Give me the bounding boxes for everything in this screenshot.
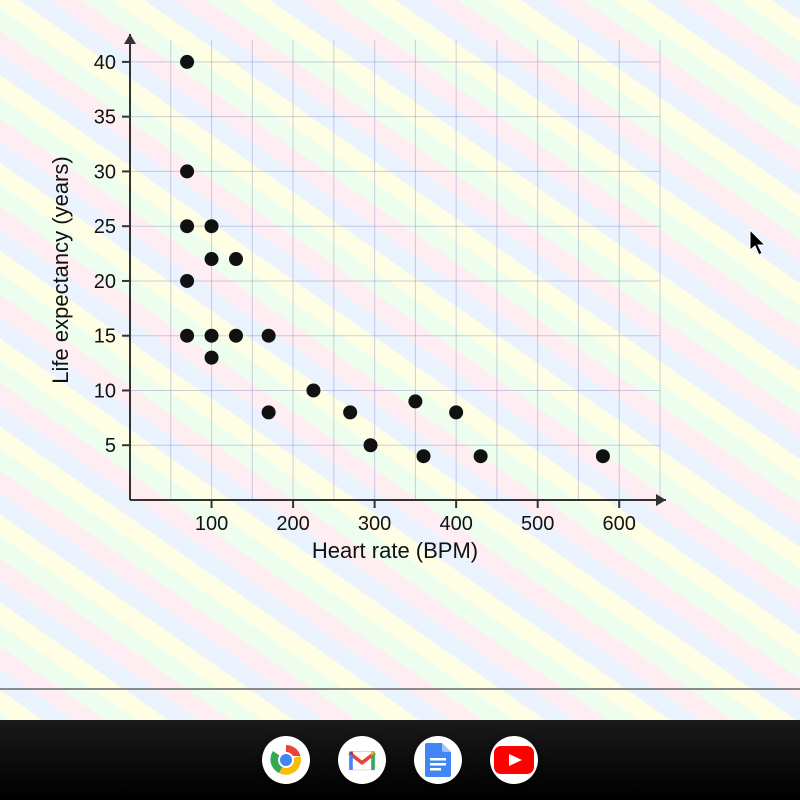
data-point: [180, 219, 194, 233]
data-point: [343, 405, 357, 419]
data-point: [180, 164, 194, 178]
svg-text:30: 30: [94, 161, 116, 183]
data-point: [180, 274, 194, 288]
data-point: [306, 383, 320, 397]
data-point: [205, 329, 219, 343]
svg-text:25: 25: [94, 216, 116, 238]
data-point: [596, 449, 610, 463]
data-point: [205, 219, 219, 233]
svg-text:5: 5: [105, 435, 116, 457]
x-axis-label: Heart rate (BPM): [312, 538, 478, 563]
horizontal-divider: [0, 688, 800, 690]
svg-text:200: 200: [276, 513, 309, 535]
svg-text:35: 35: [94, 107, 116, 129]
chart-svg: 5 10 15 20 25 30 35 40 100 200 300 400 500 600 Heart r…: [40, 20, 680, 580]
youtube-icon[interactable]: [490, 736, 538, 784]
gmail-icon[interactable]: [338, 736, 386, 784]
data-point: [262, 329, 276, 343]
svg-text:40: 40: [94, 52, 116, 74]
svg-text:400: 400: [439, 513, 472, 535]
data-point: [262, 405, 276, 419]
taskbar[interactable]: [0, 720, 800, 800]
svg-text:15: 15: [94, 326, 116, 348]
data-point: [180, 329, 194, 343]
data-point: [364, 438, 378, 452]
scatter-chart: 5 10 15 20 25 30 35 40 100 200 300 400 500 600 Heart r…: [40, 20, 680, 580]
y-axis-label: Life expectancy (years): [48, 156, 73, 383]
svg-text:100: 100: [195, 513, 228, 535]
data-point: [180, 55, 194, 69]
svg-text:500: 500: [521, 513, 554, 535]
svg-text:300: 300: [358, 513, 391, 535]
svg-text:20: 20: [94, 271, 116, 293]
docs-icon[interactable]: [414, 736, 462, 784]
svg-text:10: 10: [94, 380, 116, 402]
content-area: 5 10 15 20 25 30 35 40 100 200 300 400 500 600 Heart r…: [0, 0, 800, 690]
chrome-icon[interactable]: [262, 736, 310, 784]
data-point: [205, 351, 219, 365]
data-point: [417, 449, 431, 463]
svg-text:600: 600: [603, 513, 636, 535]
data-point: [474, 449, 488, 463]
data-point: [205, 252, 219, 266]
data-point: [449, 405, 463, 419]
data-point: [229, 329, 243, 343]
data-point: [229, 252, 243, 266]
screen: 5 10 15 20 25 30 35 40 100 200 300 400 500 600 Heart r…: [0, 0, 800, 800]
data-point: [408, 394, 422, 408]
